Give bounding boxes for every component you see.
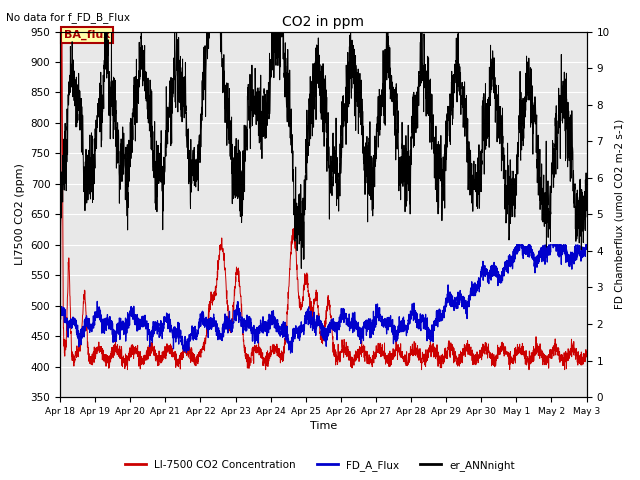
Text: No data for f_FD_B_Flux: No data for f_FD_B_Flux <box>6 12 131 23</box>
X-axis label: Time: Time <box>310 421 337 432</box>
Legend: LI-7500 CO2 Concentration, FD_A_Flux, er_ANNnight: LI-7500 CO2 Concentration, FD_A_Flux, er… <box>121 456 519 475</box>
Y-axis label: FD Chamberflux (umol CO2 m-2 s-1): FD Chamberflux (umol CO2 m-2 s-1) <box>615 119 625 310</box>
Text: BA_flux: BA_flux <box>64 30 111 40</box>
Y-axis label: LI7500 CO2 (ppm): LI7500 CO2 (ppm) <box>15 163 25 265</box>
Title: CO2 in ppm: CO2 in ppm <box>282 15 364 29</box>
